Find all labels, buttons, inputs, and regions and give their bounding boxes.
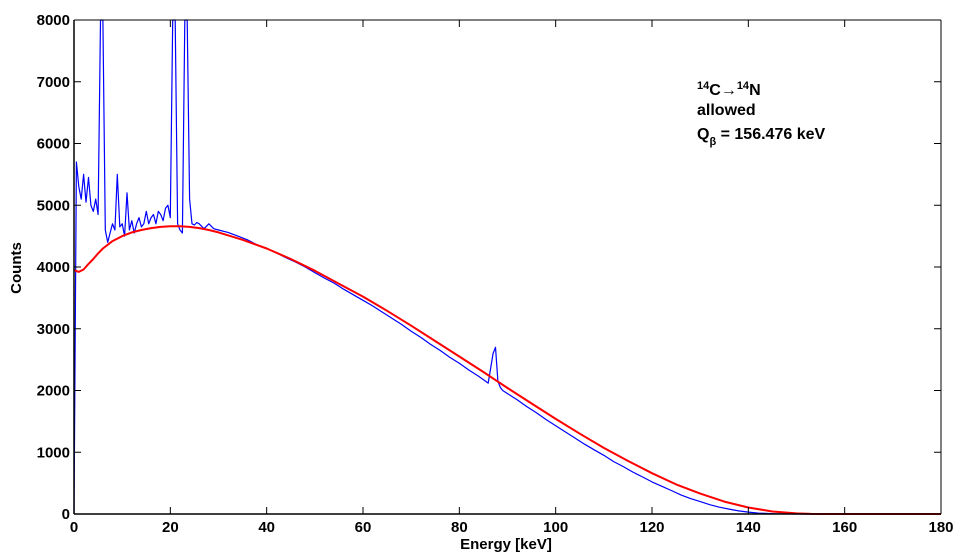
x-tick-label: 160 — [832, 519, 857, 536]
x-tick-label: 0 — [70, 519, 78, 536]
annotation-q-value: = 156.476 keV — [716, 126, 825, 143]
annotation-base-1: C — [709, 82, 721, 99]
x-tick-label: 120 — [639, 519, 664, 536]
x-tick-label: 140 — [736, 519, 761, 536]
x-tick-label: 180 — [928, 519, 953, 536]
y-tick-label: 8000 — [37, 12, 70, 29]
x-tick-label: 60 — [355, 519, 372, 536]
y-tick-label: 3000 — [37, 321, 70, 338]
y-tick-label: 7000 — [37, 74, 70, 91]
annotation-target: N — [749, 82, 761, 99]
annotation-line-2: allowed — [697, 102, 756, 119]
annotation-sup-2: 14 — [737, 80, 750, 92]
x-tick-label: 40 — [258, 519, 275, 536]
y-tick-label: 4000 — [37, 259, 70, 276]
y-tick-label: 6000 — [37, 136, 70, 153]
series-layer — [73, 19, 941, 515]
x-tick-label: 20 — [162, 519, 179, 536]
y-axis-label: Counts — [8, 242, 25, 294]
annotation-q: Q — [697, 126, 709, 143]
series-line-fit — [73, 225, 941, 515]
y-tick-label: 2000 — [37, 383, 70, 400]
annotation-beta: β — [709, 136, 716, 148]
annotation-line-1: 14C→14N — [697, 80, 761, 99]
series-line-measured — [73, 19, 941, 515]
x-tick-label: 100 — [543, 519, 568, 536]
axes-layer: 0 20 40 60 80 100 120 140 160 180 0 1000 2000 3000 400… — [37, 12, 954, 536]
annotation-arrow: → — [721, 82, 737, 99]
annotation-sup-1: 14 — [697, 80, 710, 92]
y-tick-label: 5000 — [37, 197, 70, 214]
x-axis-label: Energy [keV] — [460, 536, 552, 553]
y-tick-label: 0 — [62, 506, 70, 523]
annotation-line-3: Qβ = 156.476 keV — [697, 126, 825, 148]
x-tick-label: 80 — [451, 519, 468, 536]
annotation: 14C→14N allowed Qβ = 156.476 keV — [697, 80, 825, 148]
y-tick-label: 1000 — [37, 444, 70, 461]
